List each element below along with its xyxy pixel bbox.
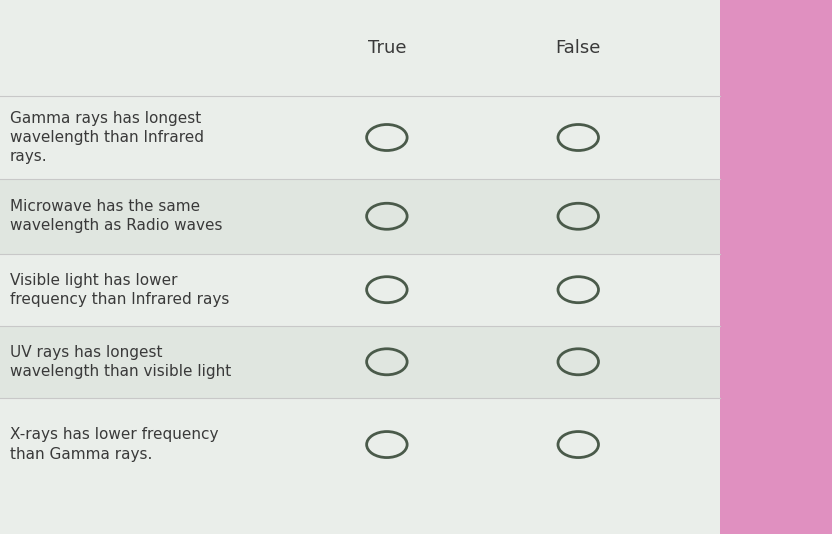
Bar bbox=[0, 254, 720, 326]
Bar bbox=[0, 0, 720, 534]
Bar bbox=[0, 96, 720, 179]
Text: X-rays has lower frequency
than Gamma rays.: X-rays has lower frequency than Gamma ra… bbox=[10, 427, 219, 462]
Bar bbox=[0, 326, 720, 398]
Text: Visible light has lower
frequency than Infrared rays: Visible light has lower frequency than I… bbox=[10, 272, 230, 307]
Bar bbox=[0, 179, 720, 254]
Text: UV rays has longest
wavelength than visible light: UV rays has longest wavelength than visi… bbox=[10, 344, 231, 379]
Text: Microwave has the same
wavelength as Radio waves: Microwave has the same wavelength as Rad… bbox=[10, 199, 222, 233]
Bar bbox=[0, 398, 720, 491]
Text: False: False bbox=[556, 39, 601, 57]
Text: Gamma rays has longest
wavelength than Infrared
rays.: Gamma rays has longest wavelength than I… bbox=[10, 111, 204, 164]
Text: True: True bbox=[368, 39, 406, 57]
